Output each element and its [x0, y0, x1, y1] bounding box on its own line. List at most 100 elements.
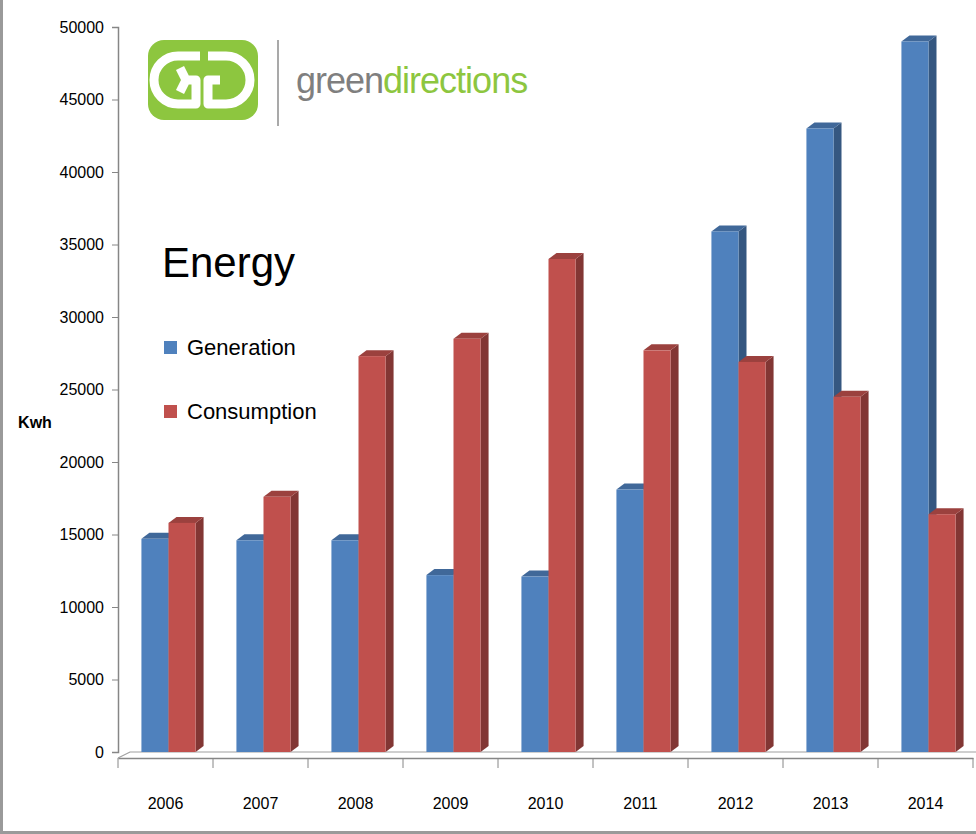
y-tick: 40000 — [60, 164, 119, 181]
x-separator — [593, 758, 594, 768]
bar — [834, 391, 869, 752]
x-separators — [118, 758, 973, 768]
bar-top — [929, 508, 964, 514]
y-tick-label: 15000 — [60, 526, 105, 543]
x-separator — [403, 758, 404, 768]
bar-side — [766, 356, 774, 752]
x-tick-label: 2007 — [243, 795, 279, 812]
legend-swatch — [164, 405, 177, 418]
y-tick-label: 40000 — [60, 164, 105, 181]
y-tick-mark — [112, 100, 118, 101]
x-tick: 2013 — [813, 795, 849, 812]
y-tick: 10000 — [60, 599, 119, 616]
bar-front — [426, 575, 453, 752]
legend-swatch — [164, 341, 177, 354]
bar-side — [386, 350, 394, 752]
bar-front — [616, 490, 643, 752]
y-tick-label: 20000 — [60, 454, 105, 471]
logo-word: green — [296, 60, 383, 101]
y-tick-mark — [112, 535, 118, 536]
bars — [141, 36, 963, 753]
bar-side — [196, 517, 204, 752]
bar — [549, 253, 584, 752]
y-tick-label: 5000 — [68, 671, 104, 688]
y-axis: 0 5000 10000 15000 20000 25000 30000 35000 40000… — [60, 19, 119, 761]
bar-front — [834, 397, 861, 752]
logo-glyph — [154, 56, 200, 104]
bar-top — [834, 391, 869, 397]
bar-front — [711, 231, 738, 752]
y-tick: 5000 — [68, 671, 118, 688]
bar-side — [291, 491, 299, 752]
bar-front — [929, 514, 956, 752]
bar-front — [901, 42, 928, 753]
bar-top — [169, 517, 204, 523]
logo-glyph — [208, 56, 250, 104]
y-tick: 15000 — [60, 526, 119, 543]
bar-front — [454, 339, 481, 752]
y-tick-mark — [112, 172, 118, 173]
y-tick-label: 0 — [95, 744, 104, 761]
bar-top — [454, 333, 489, 339]
title: Energy — [162, 239, 295, 286]
bar-front — [521, 577, 548, 752]
bar-side — [576, 253, 584, 752]
y-tick-label: 25000 — [60, 381, 105, 398]
y-tick-label: 50000 — [60, 19, 105, 36]
x-tick-label: 2010 — [528, 795, 564, 812]
y-tick-label: 45000 — [60, 91, 105, 108]
bar-side — [861, 391, 869, 752]
y-axis-line — [112, 28, 119, 753]
y-tick-mark — [112, 390, 118, 391]
bar — [264, 491, 299, 752]
logo-word: directions — [383, 60, 527, 101]
x-separator — [688, 758, 689, 768]
x-tick-label: 2008 — [338, 795, 374, 812]
chart: 0 5000 10000 15000 20000 25000 30000 35000 40000… — [0, 0, 976, 834]
x-tick-label: 2014 — [908, 795, 944, 812]
bar-top — [901, 36, 936, 42]
bar-top — [806, 123, 841, 129]
bar — [359, 350, 394, 752]
y-tick: 25000 — [60, 381, 119, 398]
y-tick-mark — [112, 245, 118, 246]
logo: greendirections — [148, 40, 527, 126]
x-tick-label: 2009 — [433, 795, 469, 812]
bar-front — [169, 523, 196, 752]
bar-front — [141, 539, 168, 752]
bar-side — [671, 344, 679, 752]
x-tick: 2012 — [718, 795, 754, 812]
x-separator — [213, 758, 214, 768]
y-tick-label: 35000 — [60, 236, 105, 253]
x-axis: 2006 2007 2008 2009 2010 2011 2012 2013 2014 — [119, 759, 974, 813]
bar-top — [359, 350, 394, 356]
bar-front — [264, 497, 291, 752]
x-separator — [973, 758, 974, 768]
y-tick-mark — [112, 752, 118, 753]
y-tick-mark — [112, 462, 118, 463]
x-separator — [118, 758, 119, 768]
x-tick: 2009 — [433, 795, 469, 812]
logo-divider — [277, 40, 279, 126]
bar-front — [806, 129, 833, 753]
x-tick: 2011 — [623, 795, 658, 812]
legend: GenerationConsumption — [164, 335, 317, 424]
x-tick: 2006 — [148, 795, 184, 812]
legend-label: Consumption — [187, 399, 317, 424]
y-tick: 35000 — [60, 236, 119, 253]
bar-top — [739, 356, 774, 362]
bar-side — [956, 508, 964, 752]
y-tick-label: 10000 — [60, 599, 105, 616]
x-separator — [878, 758, 879, 768]
logo-text: greendirections — [296, 60, 527, 101]
y-tick: 30000 — [60, 309, 119, 326]
bar-front — [331, 540, 358, 752]
logo-icon — [148, 40, 258, 120]
x-tick-label: 2012 — [718, 795, 754, 812]
bar-top — [711, 225, 746, 231]
x-separator — [308, 758, 309, 768]
x-tick: 2007 — [243, 795, 279, 812]
bar — [929, 508, 964, 752]
bar-front — [236, 540, 263, 752]
bar-front — [549, 259, 576, 752]
